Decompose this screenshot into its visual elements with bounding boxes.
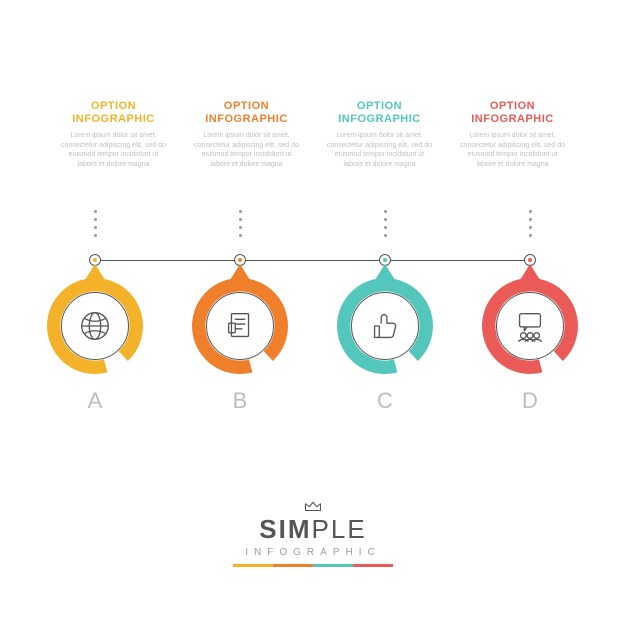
option-card-c: OPTION INFOGRAPHIC Lorem ipsum dolor sit… — [326, 100, 433, 169]
timeline-line — [95, 260, 531, 261]
step-marker — [337, 278, 433, 374]
option-cards-row: OPTION INFOGRAPHIC Lorem ipsum dolor sit… — [60, 100, 566, 169]
option-card-body: Lorem ipsum dolor sit amet, consectetur … — [193, 131, 300, 169]
option-card-title: OPTION INFOGRAPHIC — [326, 100, 433, 125]
step-letter: A — [47, 388, 143, 414]
marker-pointer — [230, 264, 250, 280]
option-card-title-l2: INFOGRAPHIC — [459, 113, 566, 126]
connector-dots — [529, 210, 532, 237]
option-card-d: OPTION INFOGRAPHIC Lorem ipsum dolor sit… — [459, 100, 566, 169]
option-card-body: Lorem ipsum dolor sit amet, consectetur … — [60, 131, 167, 169]
option-card-title: OPTION INFOGRAPHIC — [60, 100, 167, 125]
footer-logo: SIMPLE INFOGRAPHIC — [0, 500, 626, 567]
thumbs-up-icon — [366, 307, 404, 345]
option-card-body: Lorem ipsum dolor sit amet, consectetur … — [459, 131, 566, 169]
step-marker — [482, 278, 578, 374]
step-letter: D — [482, 388, 578, 414]
marker-icon-wrap — [351, 292, 419, 360]
step-marker — [47, 278, 143, 374]
crown-icon — [304, 500, 322, 512]
step-letter: C — [337, 388, 433, 414]
option-card-title-l2: INFOGRAPHIC — [60, 113, 167, 126]
option-card-title-l1: OPTION — [357, 100, 402, 112]
option-card-title: OPTION INFOGRAPHIC — [193, 100, 300, 125]
logo-sub: INFOGRAPHIC — [0, 547, 626, 558]
infographic-canvas: OPTION INFOGRAPHIC Lorem ipsum dolor sit… — [0, 0, 626, 626]
document-icon — [221, 307, 259, 345]
option-card-title-l1: OPTION — [91, 100, 136, 112]
logo-bar-seg — [233, 564, 273, 567]
marker-pointer — [85, 264, 105, 280]
step-marker — [192, 278, 288, 374]
team-chat-icon — [511, 307, 549, 345]
option-card-title-l2: INFOGRAPHIC — [326, 113, 433, 126]
connector-dots — [384, 210, 387, 237]
logo-color-bar — [233, 564, 393, 567]
marker-pointer — [520, 264, 540, 280]
option-card-title: OPTION INFOGRAPHIC — [459, 100, 566, 125]
option-card-title-l2: INFOGRAPHIC — [193, 113, 300, 126]
logo-bar-seg — [313, 564, 353, 567]
option-card-title-l1: OPTION — [224, 100, 269, 112]
option-card-a: OPTION INFOGRAPHIC Lorem ipsum dolor sit… — [60, 100, 167, 169]
option-card-title-l1: OPTION — [490, 100, 535, 112]
globe-icon — [76, 307, 114, 345]
connector-dots — [239, 210, 242, 237]
marker-icon-wrap — [206, 292, 274, 360]
logo-word: SIMPLE — [0, 514, 626, 545]
option-card-b: OPTION INFOGRAPHIC Lorem ipsum dolor sit… — [193, 100, 300, 169]
step-letter: B — [192, 388, 288, 414]
marker-icon-wrap — [61, 292, 129, 360]
marker-icon-wrap — [496, 292, 564, 360]
logo-bar-seg — [273, 564, 313, 567]
logo-word-light: PLE — [312, 514, 367, 544]
connector-dots — [94, 210, 97, 237]
logo-bar-seg — [353, 564, 393, 567]
marker-pointer — [375, 264, 395, 280]
option-card-body: Lorem ipsum dolor sit amet, consectetur … — [326, 131, 433, 169]
logo-word-bold: SIM — [259, 514, 311, 544]
